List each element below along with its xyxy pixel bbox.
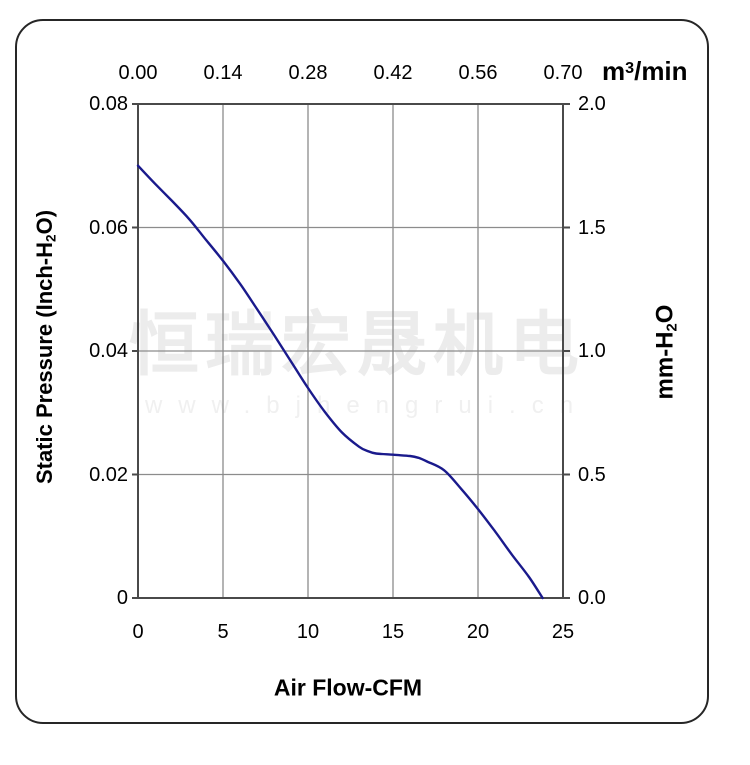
watermark-website-url: www.bjhengrui.cn — [144, 392, 590, 419]
right-axis-title: mm-H2O — [651, 304, 681, 400]
left-axis-title: Static Pressure (Inch-H2O) — [31, 209, 59, 485]
top-axis-unit-label: m3/min — [602, 56, 688, 86]
rounded-border-frame — [15, 19, 709, 724]
static-pressure-curve — [136, 164, 544, 600]
bottom-axis-title: Air Flow-CFM — [273, 674, 423, 701]
watermark-company-name: 恒瑞宏晟机电 — [129, 305, 585, 384]
